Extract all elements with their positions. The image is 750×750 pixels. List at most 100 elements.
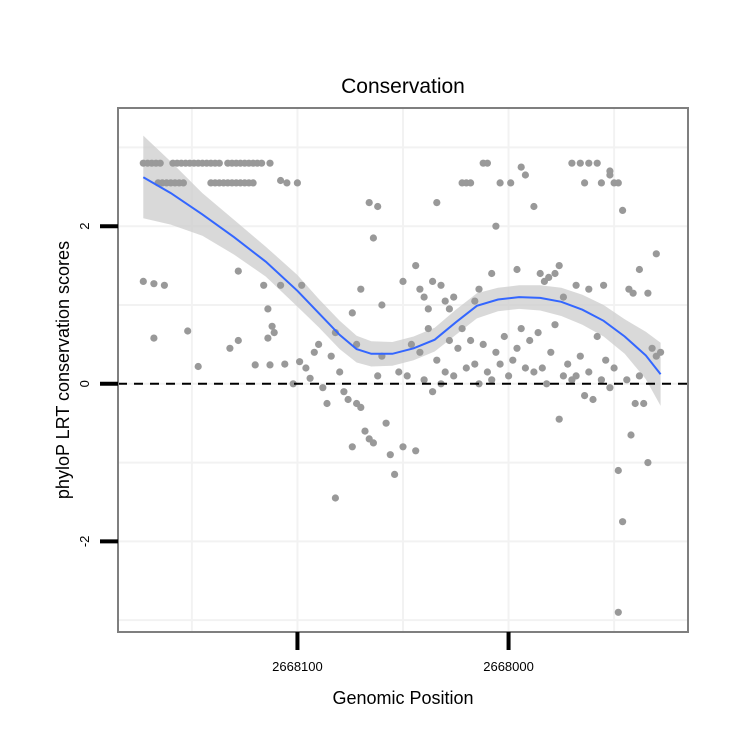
data-point (530, 368, 538, 376)
data-point (150, 280, 158, 288)
data-point (509, 356, 517, 364)
data-point (555, 262, 563, 270)
data-point (545, 273, 553, 281)
data-point (310, 348, 318, 356)
data-point (483, 368, 491, 376)
data-point (454, 344, 462, 352)
data-point (492, 348, 500, 356)
data-point (462, 364, 470, 372)
data-point (600, 281, 608, 289)
data-point (640, 399, 648, 408)
data-point (644, 459, 652, 467)
data-point (614, 179, 622, 187)
data-point (281, 360, 289, 368)
data-point (369, 234, 377, 242)
data-point (450, 293, 458, 301)
data-point (429, 388, 437, 396)
data-point (593, 159, 601, 167)
data-point (302, 364, 310, 372)
data-point (264, 334, 272, 342)
data-point (374, 372, 382, 380)
data-point (517, 325, 525, 333)
data-point (315, 340, 323, 348)
data-point (536, 269, 544, 278)
panel-frame (117, 107, 689, 633)
data-point (488, 269, 496, 278)
data-point (559, 293, 568, 301)
data-point (631, 399, 639, 408)
data-point (298, 281, 306, 289)
data-point (215, 159, 223, 167)
data-point (576, 159, 584, 167)
data-point (336, 368, 344, 376)
data-point (251, 361, 259, 369)
data-point (488, 376, 496, 384)
data-point (581, 392, 589, 400)
data-point (378, 301, 386, 309)
data-point (585, 368, 593, 376)
data-point (627, 431, 635, 439)
data-point (331, 494, 339, 502)
data-point (357, 285, 365, 293)
data-point (306, 374, 314, 382)
data-point (234, 336, 242, 345)
data-point (424, 325, 432, 333)
data-point (568, 159, 576, 167)
data-point (619, 518, 627, 526)
data-point (623, 376, 631, 384)
data-point (331, 329, 339, 337)
data-point (597, 376, 606, 384)
data-point (226, 344, 234, 352)
data-point (407, 340, 415, 348)
data-point (521, 171, 530, 179)
data-point (296, 358, 304, 366)
data-point (150, 334, 158, 342)
data-point (483, 159, 491, 167)
data-point (139, 277, 147, 285)
x-tick-label: 2668000 (483, 659, 534, 674)
data-point (471, 360, 479, 368)
data-point (420, 376, 428, 384)
x-tick-label: 2668100 (272, 659, 323, 674)
data-point (258, 159, 266, 167)
data-point (635, 265, 644, 274)
data-point (348, 309, 356, 317)
x-axis: 2668100 2668000 (272, 632, 534, 674)
data-point (249, 179, 257, 187)
data-point (564, 360, 572, 368)
data-point (479, 340, 487, 348)
data-point (614, 466, 622, 475)
data-point (266, 159, 274, 167)
data-point (513, 344, 521, 352)
data-point (581, 179, 589, 187)
data-point (593, 332, 601, 341)
data-point (399, 277, 407, 285)
data-point (657, 348, 665, 356)
data-point (629, 289, 637, 297)
data-point (348, 443, 356, 451)
data-point (526, 336, 534, 345)
data-point (382, 419, 390, 427)
data-point (517, 163, 525, 171)
y-axis: -2 0 2 (77, 223, 118, 547)
data-point (424, 305, 432, 313)
data-point (416, 285, 424, 293)
data-point (340, 388, 348, 396)
data-point (547, 348, 555, 356)
data-point (471, 297, 479, 305)
data-point (606, 384, 614, 392)
data-point (619, 206, 627, 214)
data-point (319, 384, 327, 392)
data-point (277, 176, 285, 185)
data-point (589, 395, 597, 404)
data-point (179, 179, 187, 187)
data-point (551, 321, 559, 329)
data-point (391, 470, 399, 478)
data-point (648, 344, 656, 352)
data-point (429, 277, 437, 285)
data-point (266, 361, 274, 369)
data-point (289, 380, 297, 388)
data-point (441, 297, 449, 305)
x-axis-label: Genomic Position (332, 688, 473, 708)
data-point (264, 305, 272, 313)
